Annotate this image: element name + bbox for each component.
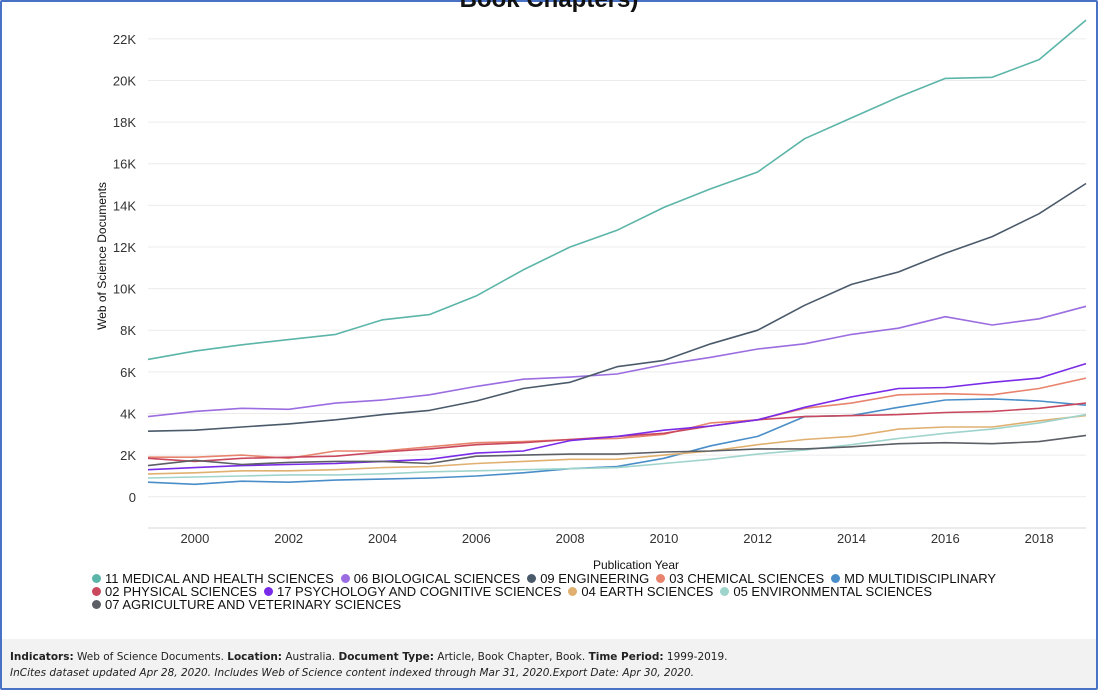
x-tick-label: 2006: [462, 531, 491, 546]
legend-marker-icon: [527, 574, 536, 583]
x-axis-title: Publication Year: [593, 558, 679, 570]
legend-marker-icon: [656, 574, 665, 583]
y-tick-label: 22K: [113, 32, 136, 47]
series-line-9: [148, 435, 1086, 465]
series-line-0: [148, 20, 1086, 359]
legend-marker-icon: [92, 600, 101, 609]
y-tick-label: 4K: [120, 407, 136, 422]
legend-marker-icon: [92, 587, 101, 596]
y-tick-label: 0: [129, 490, 136, 505]
footer-field-label: Indicators:: [10, 651, 74, 663]
x-tick-label: 2012: [743, 531, 772, 546]
series-line-3: [148, 378, 1086, 458]
footer-field-label: Location:: [227, 651, 282, 663]
y-tick-label: 10K: [113, 282, 136, 297]
y-tick-label: 12K: [113, 240, 136, 255]
legend-item[interactable]: 07 AGRICULTURE AND VETERINARY SCIENCES: [92, 598, 401, 611]
legend-row: 07 AGRICULTURE AND VETERINARY SCIENCES: [92, 598, 1082, 611]
legend-item[interactable]: 05 ENVIRONMENTAL SCIENCES: [720, 585, 932, 598]
legend-marker-icon: [92, 574, 101, 583]
y-tick-label: 14K: [113, 198, 136, 213]
footer-field-label: Time Period:: [589, 651, 664, 663]
footer-field-value: Article, Book Chapter, Book.: [434, 651, 589, 663]
y-tick-label: 18K: [113, 115, 136, 130]
x-tick-label: 2008: [556, 531, 585, 546]
x-tick-label: 2018: [1025, 531, 1054, 546]
footer-field-value: 1999-2019.: [664, 651, 728, 663]
legend-label: 07 AGRICULTURE AND VETERINARY SCIENCES: [105, 597, 401, 612]
x-tick-label: 2016: [931, 531, 960, 546]
footer-notes: Indicators: Web of Science Documents. Lo…: [2, 639, 1096, 688]
footer-metadata: Indicators: Web of Science Documents. Lo…: [10, 649, 1096, 665]
x-tick-label: 2002: [274, 531, 303, 546]
series-line-5: [148, 403, 1086, 461]
legend-marker-icon: [341, 574, 350, 583]
x-tick-label: 2014: [837, 531, 866, 546]
legend-item[interactable]: 04 EARTH SCIENCES: [568, 585, 713, 598]
y-tick-label: 8K: [120, 323, 136, 338]
legend-marker-icon: [720, 587, 729, 596]
footer-field-label: Document Type:: [338, 651, 433, 663]
footer-field-value: Web of Science Documents.: [74, 651, 228, 663]
y-axis-title: Web of Science Documents: [95, 182, 109, 330]
x-tick-label: 2010: [649, 531, 678, 546]
y-tick-label: 2K: [120, 448, 136, 463]
legend-label: 04 EARTH SCIENCES: [581, 584, 713, 599]
legend-marker-icon: [264, 587, 273, 596]
x-tick-label: 2004: [368, 531, 397, 546]
line-chart: 0 2K 4K 6K 8K 10K 12K 14K 16K 18K 20K 22K 2000 2002 20…: [0, 0, 1098, 570]
chart-legend: 11 MEDICAL AND HEALTH SCIENCES 06 BIOLOGI…: [92, 572, 1082, 611]
footer-dataset-note: InCites dataset updated Apr 28, 2020. In…: [10, 665, 1096, 681]
legend-marker-icon: [831, 574, 840, 583]
y-tick-label: 20K: [113, 73, 136, 88]
legend-label: 05 ENVIRONMENTAL SCIENCES: [733, 584, 932, 599]
x-tick-label: 2000: [180, 531, 209, 546]
footer-field-value: Australia.: [282, 651, 338, 663]
y-tick-label: 16K: [113, 157, 136, 172]
series-lines: [148, 20, 1086, 484]
y-tick-label: 6K: [120, 365, 136, 380]
legend-marker-icon: [568, 587, 577, 596]
